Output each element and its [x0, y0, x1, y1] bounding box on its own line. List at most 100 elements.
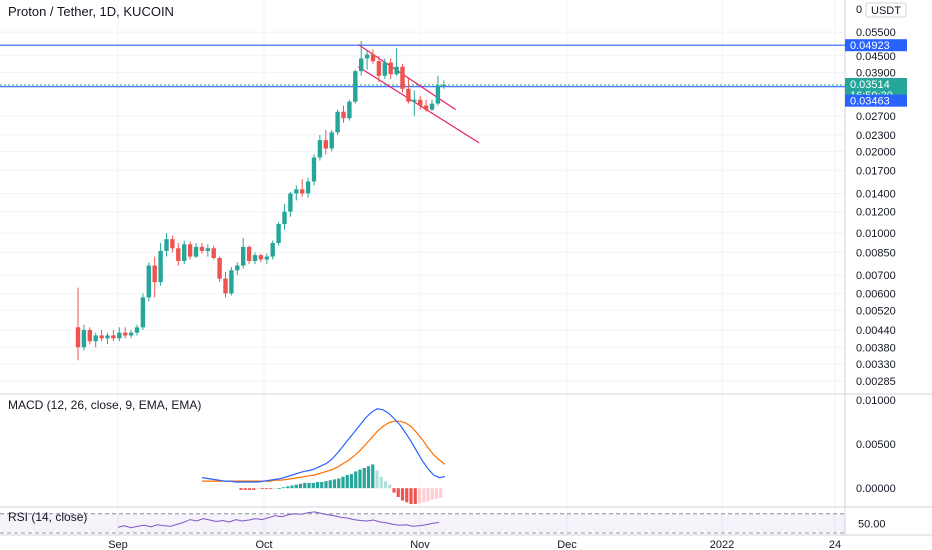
candle-body — [423, 105, 429, 110]
rsi-pane: 50.00 — [0, 511, 886, 534]
price-tick-label: 0.01400 — [856, 188, 896, 200]
candle-body — [353, 71, 358, 102]
time-tick-label: 24 — [829, 539, 841, 550]
macd-histogram-bar — [332, 479, 337, 489]
candle-body — [211, 248, 216, 259]
macd-histogram-bar — [277, 488, 281, 489]
price-tick-label: 0.03900 — [856, 68, 896, 80]
macd-histogram-bar — [315, 482, 320, 489]
horizontal-lines — [0, 44, 845, 88]
time-axis[interactable]: Sep Oct Nov Dec 2022 24 — [108, 539, 841, 550]
candle-body — [205, 248, 210, 251]
price-tick-label: 0.02700 — [856, 111, 896, 123]
candle-body — [441, 85, 446, 87]
price-tick-label: 0.01000 — [856, 228, 896, 240]
macd-histogram-bar — [273, 488, 277, 489]
time-tick-label: Nov — [410, 539, 430, 550]
macd-histogram-bar — [260, 488, 264, 490]
macd-histogram-bar — [252, 488, 256, 490]
candle-body — [182, 244, 187, 261]
candle-body — [134, 327, 140, 333]
macd-histogram-bar — [388, 484, 392, 489]
price-axis[interactable]: 0.05500 0.04500 0.03900 0.02700 0.02300 0.020… — [856, 2, 907, 388]
macd-histogram-bar — [256, 488, 260, 490]
candle-body — [388, 62, 393, 75]
price-tick-label: 0.02300 — [856, 130, 896, 142]
candle-body — [288, 193, 293, 212]
candle-body — [105, 335, 110, 339]
rsi-band-fill — [0, 513, 845, 533]
candle-body — [193, 246, 199, 257]
candle-body — [264, 256, 269, 260]
time-tick-label: Dec — [557, 539, 577, 550]
candle-body — [412, 99, 417, 102]
candle-body — [329, 132, 334, 149]
candles[interactable] — [75, 41, 446, 361]
macd-histogram-bar — [383, 481, 388, 489]
macd-histogram-bar — [379, 476, 383, 489]
macd-histogram-bar — [405, 488, 409, 503]
price-tick-label: 0.00380 — [856, 342, 896, 354]
macd-histogram-bar — [413, 488, 417, 505]
price-tick-label: 0.00850 — [856, 247, 896, 259]
candle-body — [400, 66, 405, 89]
macd-histogram-bar — [281, 487, 286, 489]
macd-histogram-bar — [298, 483, 303, 489]
support-badge-text: 0.03463 — [850, 96, 890, 108]
macd-histogram-bar — [349, 474, 354, 489]
macd-histogram-bar — [320, 482, 324, 489]
price-tick-label: 0.00700 — [856, 270, 896, 282]
macd-tick-label: 0.01000 — [856, 395, 896, 407]
candle-body — [187, 244, 193, 257]
resistance-badge — [845, 39, 907, 52]
time-tick-label: Oct — [255, 539, 272, 550]
macd-histogram-bar — [307, 482, 311, 489]
macd-histogram-bar — [426, 488, 430, 502]
macd-histogram-bar — [422, 488, 426, 503]
candle-body — [300, 189, 305, 194]
macd-histogram-bar — [358, 469, 362, 489]
candle-body — [282, 211, 287, 225]
macd-histogram-bar — [345, 474, 349, 489]
macd-histogram-bar — [243, 488, 247, 490]
candle-body — [229, 270, 234, 294]
candle-body — [347, 101, 352, 119]
candle-body — [341, 111, 346, 119]
macd-histogram-bar — [392, 488, 396, 493]
macd-tick-label: 0.00500 — [856, 439, 896, 451]
candle-body — [294, 189, 299, 194]
candle-body — [93, 335, 98, 342]
macd-histogram-bar — [371, 464, 375, 489]
grid — [0, 0, 932, 536]
price-tick-label: 0.00520 — [856, 305, 896, 317]
candle-body — [429, 103, 435, 110]
candle-body — [170, 239, 175, 249]
candle-body — [311, 157, 317, 182]
last-price-text: 0.03514 — [850, 79, 890, 91]
candle-body — [246, 246, 252, 261]
macd-line — [201, 408, 446, 483]
channel-lines — [357, 44, 480, 144]
macd-histogram-bar — [434, 488, 439, 499]
macd-histogram-bar — [341, 476, 345, 489]
candle-body — [359, 58, 364, 72]
candle-body — [370, 54, 376, 62]
macd-histogram-bar — [396, 488, 400, 497]
candle-body — [176, 248, 181, 261]
macd-histogram-bar — [337, 478, 341, 489]
macd-histogram-bar — [311, 482, 315, 489]
price-tick-label: 0.00285 — [856, 376, 896, 388]
price-tick-label: 0.00440 — [856, 325, 896, 337]
candle-body — [164, 239, 169, 251]
candle-body — [75, 327, 81, 348]
candle-body — [111, 335, 116, 339]
price-tick-label: 0.00330 — [856, 359, 896, 371]
settings-glyph: 0 — [856, 4, 862, 16]
signal-line — [202, 420, 446, 482]
macd-histogram-bar — [375, 470, 379, 489]
macd-histogram-bar — [400, 488, 405, 501]
rsi-title: RSI (14, close) — [8, 510, 88, 524]
support-badge — [845, 94, 907, 107]
rsi-line — [117, 511, 439, 529]
